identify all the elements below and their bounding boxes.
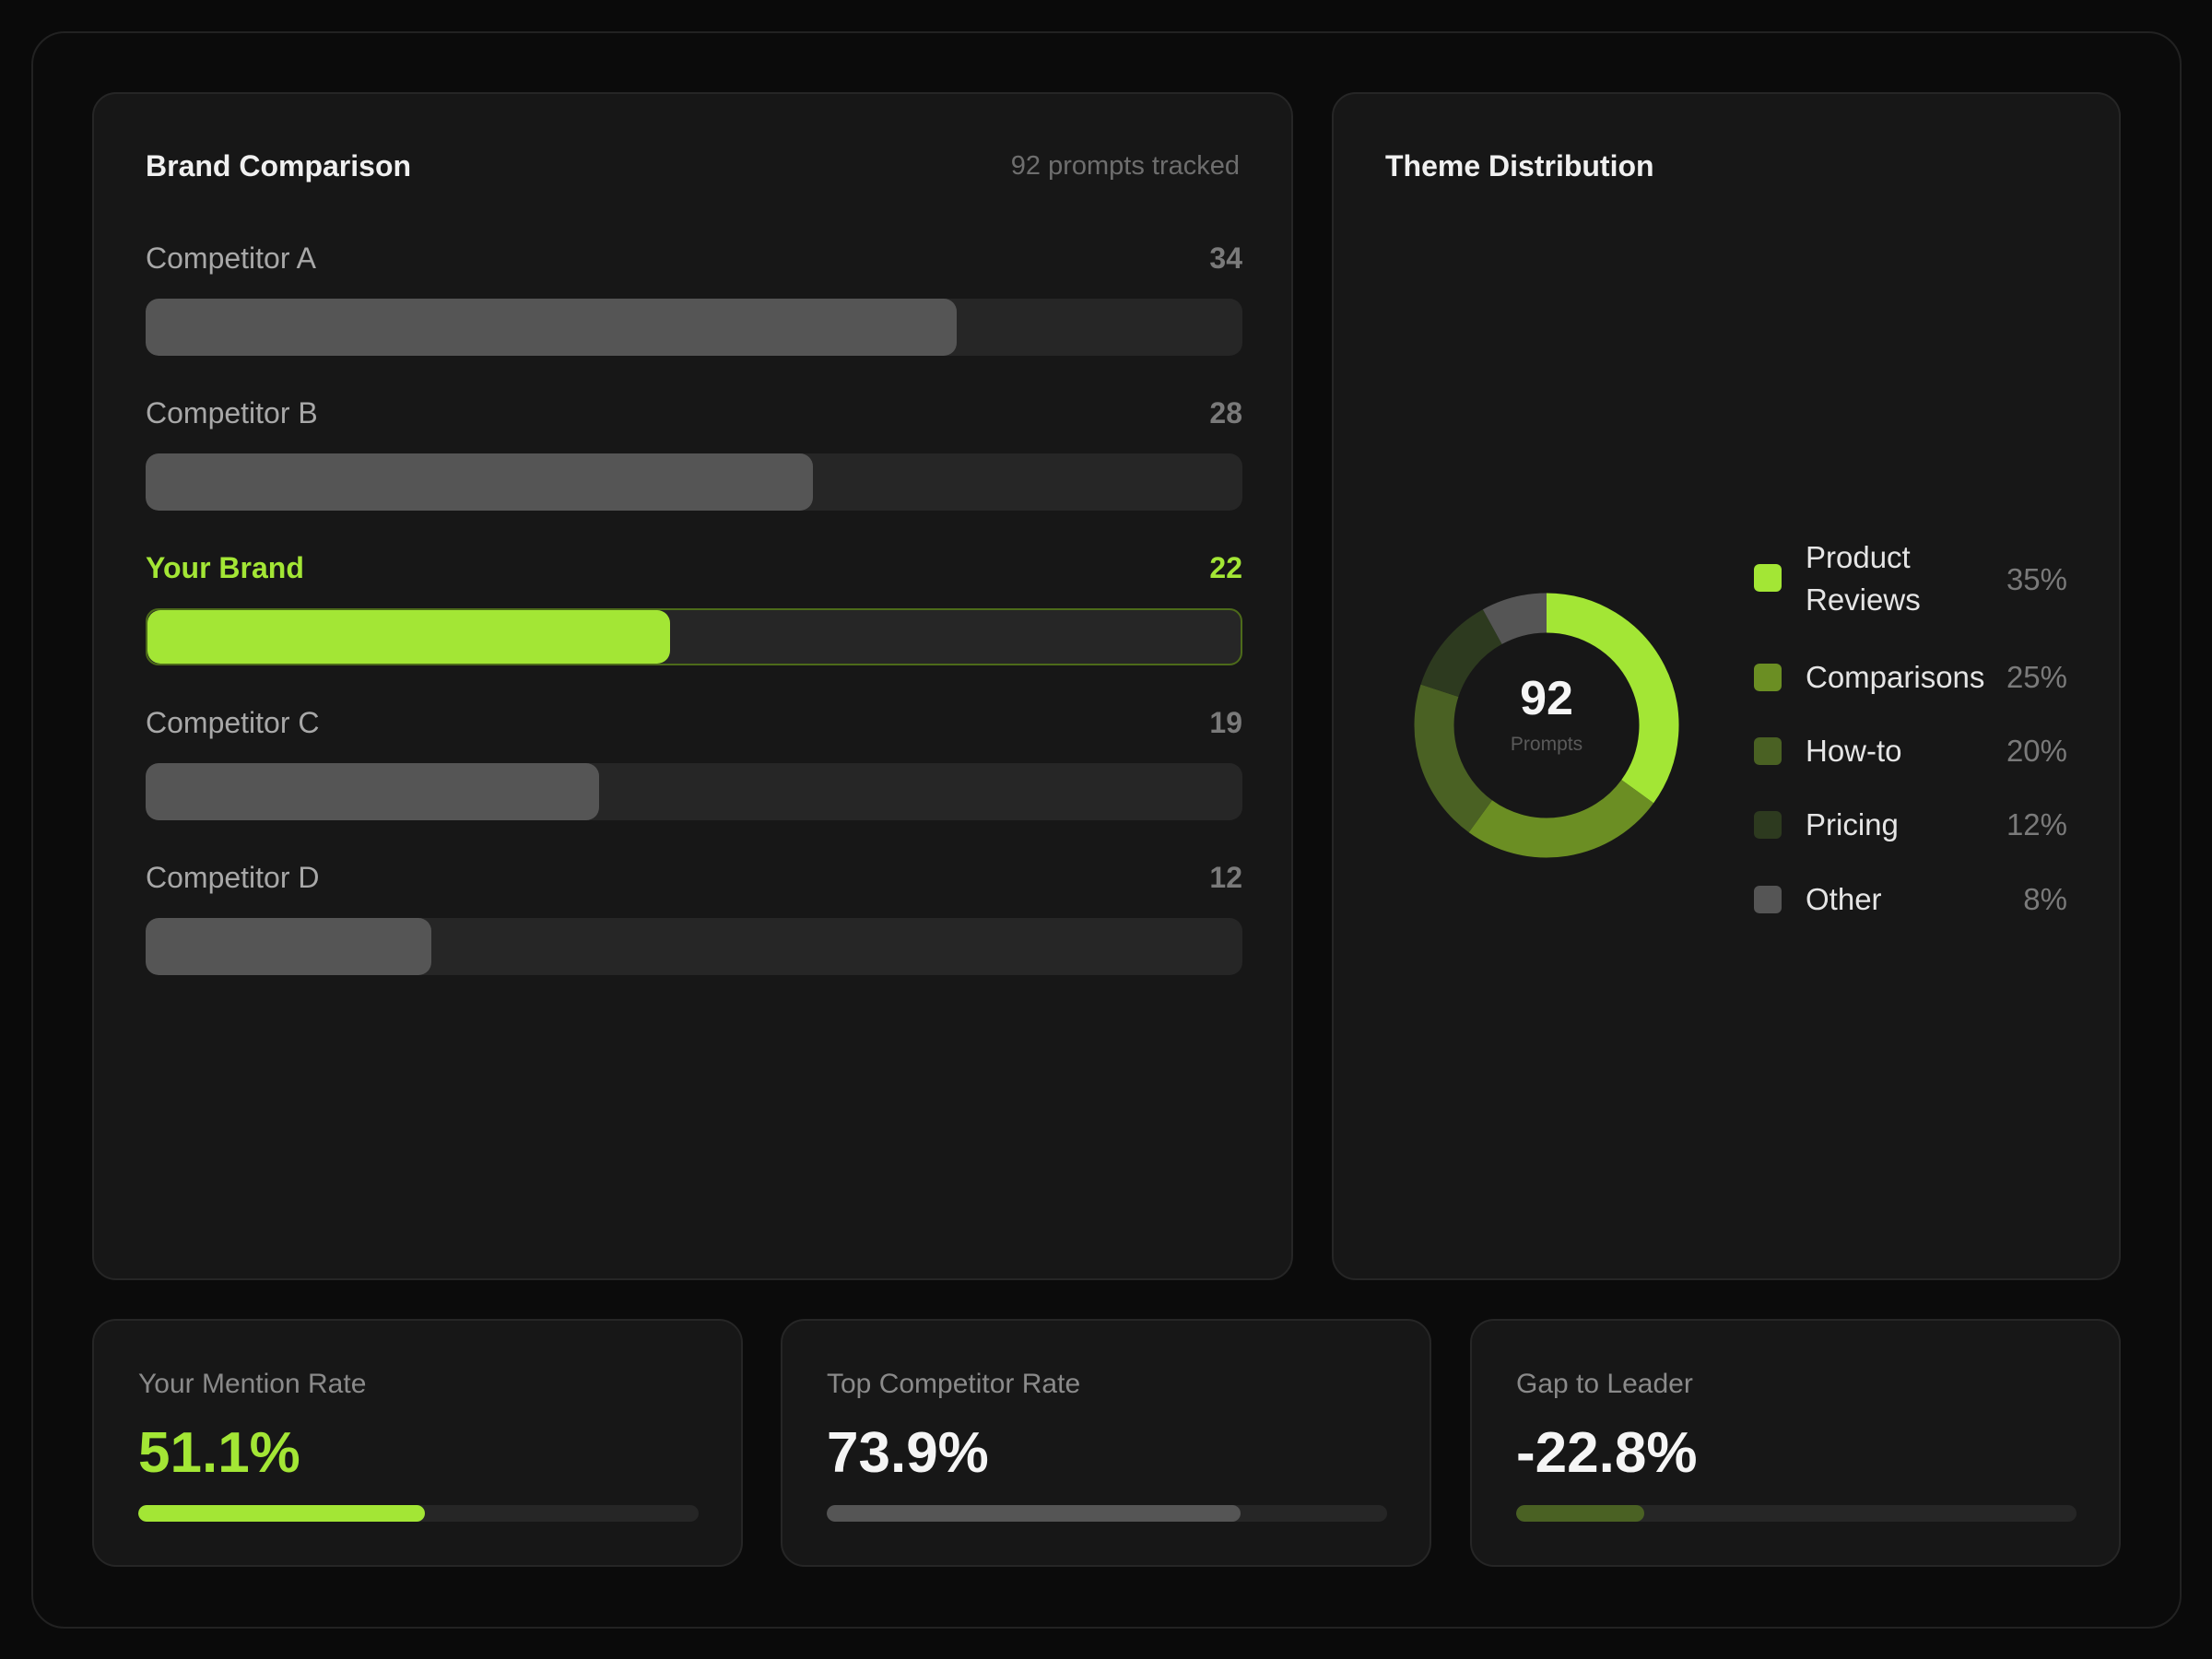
legend-label: Product Reviews	[1806, 540, 1921, 617]
brand-count: 22	[1209, 551, 1242, 584]
brand-count: 19	[1209, 706, 1242, 739]
legend-percent: 35%	[2006, 562, 2067, 596]
legend-swatch-icon	[1754, 564, 1782, 592]
brand-bar-track	[146, 453, 1242, 511]
brand-bar-fill	[146, 763, 599, 820]
stat-value: 51.1%	[138, 1421, 300, 1485]
brand-count: 12	[1209, 861, 1242, 894]
stat-bar-fill	[138, 1505, 425, 1522]
stat-label: Top Competitor Rate	[827, 1369, 1081, 1399]
brand-count: 28	[1209, 396, 1242, 429]
brand-bar-fill	[146, 453, 814, 511]
legend-label: Comparisons	[1806, 660, 1985, 694]
stat-card: Your Mention Rate 51.1%	[92, 1319, 743, 1567]
stat-bar-track	[138, 1505, 699, 1522]
stat-value: -22.8%	[1516, 1421, 1698, 1485]
stat-card: Top Competitor Rate 73.9%	[781, 1319, 1431, 1567]
stat-card: Gap to Leader -22.8%	[1470, 1319, 2121, 1567]
stat-label: Your Mention Rate	[138, 1369, 367, 1399]
brand-name: Competitor A	[146, 241, 316, 275]
stat-bar-fill	[827, 1505, 1241, 1522]
legend-label: Pricing	[1806, 807, 1899, 841]
brand-bar-fill	[147, 610, 671, 664]
brand-bar-track	[146, 299, 1242, 356]
donut-center-label: Prompts	[1510, 734, 1583, 755]
legend-percent: 8%	[2023, 882, 2067, 916]
donut-slice	[1546, 593, 1679, 804]
theme-distribution-card: Theme Distribution	[1332, 92, 2121, 1280]
legend-swatch-icon	[1754, 886, 1782, 913]
brand-name: Competitor D	[146, 861, 320, 894]
brand-name: Competitor C	[146, 706, 320, 739]
legend-percent: 20%	[2006, 734, 2067, 768]
legend-label: Other	[1806, 882, 1882, 916]
stat-bar-track	[1516, 1505, 2077, 1522]
brand-bar-track	[146, 763, 1242, 820]
brand-comparison-title: Brand Comparison	[146, 149, 412, 182]
brand-bar-track	[146, 918, 1242, 975]
brand-bar-fill	[146, 918, 432, 975]
brand-count: 34	[1209, 241, 1242, 275]
donut-slice	[1482, 593, 1547, 645]
donut-center-value: 92	[1520, 672, 1573, 725]
legend-swatch-icon	[1754, 664, 1782, 691]
stat-bar-fill	[1516, 1505, 1644, 1522]
stat-value: 73.9%	[827, 1421, 989, 1485]
stat-label: Gap to Leader	[1516, 1369, 1693, 1399]
theme-donut-chart	[1414, 593, 1679, 858]
brand-name: Your Brand	[146, 551, 304, 584]
legend-swatch-icon	[1754, 737, 1782, 765]
theme-distribution-title: Theme Distribution	[1385, 149, 1654, 182]
brand-name: Competitor B	[146, 396, 318, 429]
donut-slice	[1414, 684, 1493, 833]
donut-slice	[1468, 779, 1654, 858]
stat-bar-track	[827, 1505, 1387, 1522]
brand-comparison-card: Brand Comparison 92 prompts tracked Comp…	[92, 92, 1293, 1280]
prompts-tracked: 92 prompts tracked	[1010, 151, 1240, 181]
brand-bar-track	[146, 608, 1242, 665]
legend-percent: 12%	[2006, 807, 2067, 841]
brand-bar-fill	[146, 299, 957, 356]
legend-swatch-icon	[1754, 811, 1782, 839]
donut-slice	[1420, 609, 1503, 698]
legend-label: How-to	[1806, 734, 1902, 768]
legend-percent: 25%	[2006, 660, 2067, 694]
